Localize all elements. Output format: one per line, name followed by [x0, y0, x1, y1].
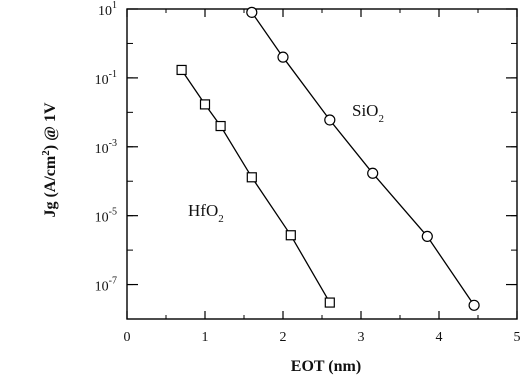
data-point-square [199, 99, 211, 110]
data-point-circle [324, 114, 336, 126]
y-tick-label: 10-1 [95, 69, 117, 88]
data-point-square [246, 172, 257, 183]
series-label-hfo2-sub: 2 [218, 213, 224, 225]
data-point-square [285, 230, 296, 241]
y-tick-label: 10-3 [95, 138, 117, 157]
y-tick-label-base: 10 [95, 280, 109, 295]
y-tick-label-exp: -7 [109, 276, 117, 287]
x-tick-label: 2 [280, 330, 287, 345]
data-point-square [215, 120, 226, 132]
series-label-hfo2: HfO2 [188, 201, 224, 225]
data-point-circle [421, 230, 433, 243]
data-point-circle [468, 299, 480, 311]
series-line-0 [251, 11, 475, 306]
y-axis-title: Jg (A/cm2) @ 1V [40, 102, 59, 217]
data-point-square [324, 297, 335, 308]
y-axis-title-base: Jg (A/cm [42, 155, 59, 217]
y-tick-label-base: 10 [95, 211, 109, 226]
data-point-circle [246, 6, 258, 18]
x-tick-label: 4 [436, 330, 443, 345]
series-label-sio2-sub: 2 [378, 113, 384, 125]
x-tick-label: 3 [358, 330, 365, 345]
y-tick-label-exp: -5 [109, 207, 117, 218]
x-tick-label: 1 [202, 330, 209, 345]
y-tick-label-base: 10 [98, 4, 112, 19]
y-tick-label-base: 10 [95, 142, 109, 157]
axes [126, 8, 518, 320]
series-line-1 [181, 69, 331, 303]
y-axis-title-tail: ) @ 1V [42, 102, 59, 150]
x-axis-title: EOT (nm) [291, 358, 361, 375]
y-tick-label-exp: 1 [112, 0, 117, 11]
y-axis-title-sup: 2 [40, 150, 52, 156]
y-tick-label-exp: -3 [109, 138, 117, 149]
series-markers [176, 6, 480, 311]
y-tick-label: 10-7 [95, 276, 117, 295]
x-tick-label: 0 [124, 330, 131, 345]
series-label-sio2-base: SiO [352, 101, 378, 120]
data-point-circle [277, 51, 289, 63]
y-tick-label: 101 [98, 0, 117, 19]
series-label-sio2: SiO2 [352, 101, 384, 125]
y-tick-label-exp: -1 [109, 69, 117, 80]
data-point-circle [367, 167, 379, 179]
x-tick-label: 5 [514, 330, 521, 345]
plot-frame [126, 8, 518, 320]
data-point-square [176, 64, 187, 76]
series-label-hfo2-base: HfO [188, 201, 218, 220]
y-tick-label: 10-5 [95, 207, 117, 226]
series-lines [181, 11, 475, 306]
y-tick-label-base: 10 [95, 73, 109, 88]
